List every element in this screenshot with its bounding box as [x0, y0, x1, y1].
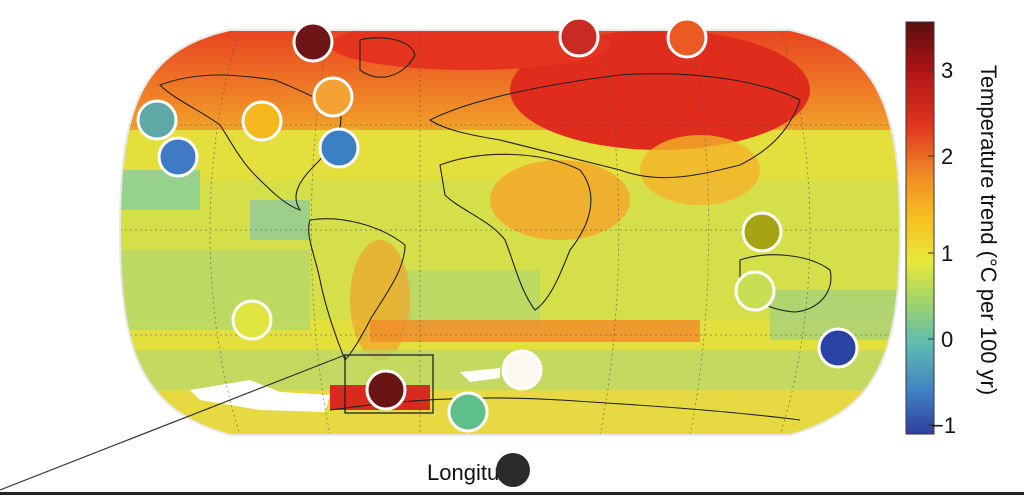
missing-data-white-1 [190, 380, 330, 412]
site-marker-12[interactable] [817, 327, 859, 369]
map-frame [118, 29, 902, 436]
southern-orange-band [370, 320, 700, 342]
south-america-coast [308, 218, 406, 361]
cb-tick-label-1: 1 [941, 241, 953, 266]
arctic-hotspot [330, 30, 610, 70]
site-marker-4[interactable] [136, 99, 178, 141]
colorbar-title: Temperature trend (°C per 100 yr) [976, 65, 1001, 395]
green-patch-1 [120, 250, 310, 330]
site-marker-11[interactable] [231, 299, 273, 341]
asia-warm [640, 135, 760, 205]
bottom-rule [0, 492, 1024, 495]
site-marker-5[interactable] [241, 100, 283, 142]
site-marker-13[interactable] [501, 349, 543, 391]
africa-coast [439, 153, 592, 311]
site-marker-3[interactable] [666, 17, 708, 59]
site-marker-16[interactable] [496, 453, 530, 487]
africa-warm [490, 160, 630, 240]
teal-patch-1 [120, 170, 200, 210]
colorbar: 3 2 1 0 −1 Temperature trend (°C per 100… [905, 21, 1001, 438]
site-marker-14[interactable] [365, 369, 407, 411]
cb-tick-label-3: 3 [941, 58, 953, 83]
siberia-hotspot [510, 30, 810, 150]
greenland-coast [359, 37, 416, 78]
cb-tick-label-2: 2 [941, 144, 953, 169]
north-america-coast [159, 74, 342, 212]
site-marker-1[interactable] [292, 21, 334, 63]
colorbar-gradient [905, 21, 935, 435]
site-marker-2[interactable] [558, 16, 600, 58]
cb-tick-label-0: 0 [941, 327, 953, 352]
site-marker-15[interactable] [447, 391, 489, 433]
graticule [120, 30, 900, 435]
missing-data-white-2 [460, 368, 500, 382]
inset-leader-line [0, 354, 346, 491]
teal-patch-2 [250, 200, 310, 240]
colorbar-ticks [928, 69, 934, 426]
site-marker-8[interactable] [318, 127, 360, 169]
site-marker-7[interactable] [157, 136, 199, 178]
site-marker-9[interactable] [741, 211, 783, 253]
site-markers [136, 16, 859, 433]
cb-tick-label-minus1: −1 [931, 413, 956, 438]
eurasia-coast [428, 73, 801, 179]
site-marker-6[interactable] [312, 76, 354, 118]
inset-box [344, 354, 434, 414]
site-marker-10[interactable] [734, 270, 776, 312]
